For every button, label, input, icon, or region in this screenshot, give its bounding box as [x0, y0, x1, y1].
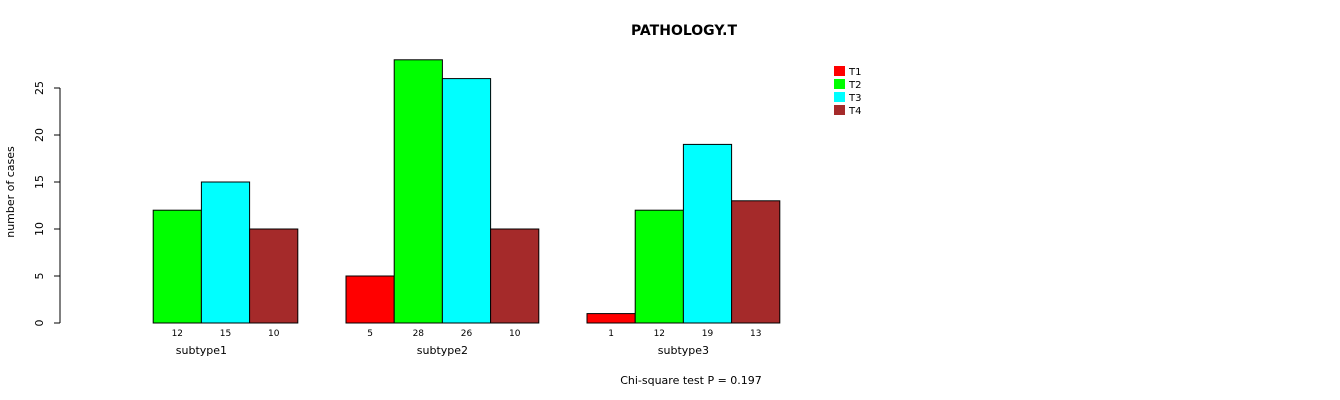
- bar-t1-subtype2: [345, 275, 395, 324]
- count-label: 12: [172, 329, 183, 339]
- group-label-subtype3: subtype3: [658, 344, 709, 357]
- bar-t4-subtype3: [731, 200, 781, 324]
- bar-t3-subtype2: [441, 78, 492, 324]
- legend-label-t2: T2: [848, 80, 861, 91]
- bar-t2-subtype1: [152, 209, 202, 324]
- bar-t2-subtype2: [393, 59, 443, 324]
- group-labels: subtype1 subtype2 subtype3: [176, 344, 709, 357]
- y-axis-ticks: 0 5 10 15 20 25: [33, 81, 60, 327]
- y-tick-label: 20: [33, 128, 46, 142]
- legend-label-t4: T4: [848, 106, 861, 117]
- count-label: 15: [220, 329, 231, 339]
- count-label: 12: [654, 329, 665, 339]
- count-label: 13: [750, 329, 761, 339]
- chart-title: PATHOLOGY.T: [631, 23, 738, 39]
- bar-t4-subtype2: [490, 228, 540, 324]
- legend-swatch-t3: [834, 92, 845, 102]
- bar-t3-subtype3: [682, 143, 733, 324]
- count-label: 19: [702, 329, 714, 339]
- count-label: 26: [461, 329, 473, 339]
- legend-swatch-t1: [834, 66, 845, 76]
- y-tick-label: 25: [33, 81, 46, 95]
- bar-t1-subtype3: [586, 313, 636, 324]
- y-tick-label: 5: [33, 273, 46, 280]
- legend-swatch-t2: [834, 79, 845, 89]
- chi-square-footnote: Chi-square test P = 0.197: [620, 374, 762, 387]
- count-label: 1: [608, 329, 614, 339]
- count-label: 10: [509, 329, 521, 339]
- count-label: 10: [268, 329, 280, 339]
- group-label-subtype1: subtype1: [176, 344, 227, 357]
- y-tick-label: 0: [33, 320, 46, 327]
- legend-swatch-t4: [834, 105, 845, 115]
- count-label: 5: [367, 329, 373, 339]
- count-labels: 12 15 10 5 28 26 10 1 12 19 13: [172, 329, 762, 339]
- group-label-subtype2: subtype2: [417, 344, 468, 357]
- count-label: 28: [413, 329, 425, 339]
- legend-label-t1: T1: [848, 67, 861, 78]
- bars: [152, 59, 781, 324]
- bar-t3-subtype1: [200, 181, 251, 324]
- y-tick-label: 10: [33, 222, 46, 236]
- y-axis-label: number of cases: [4, 146, 17, 238]
- y-tick-label: 15: [33, 175, 46, 189]
- legend-label-t3: T3: [848, 93, 861, 104]
- legend: T1 T2 T3 T4: [834, 66, 861, 117]
- bar-t4-subtype1: [249, 228, 299, 324]
- bar-t2-subtype3: [634, 209, 684, 324]
